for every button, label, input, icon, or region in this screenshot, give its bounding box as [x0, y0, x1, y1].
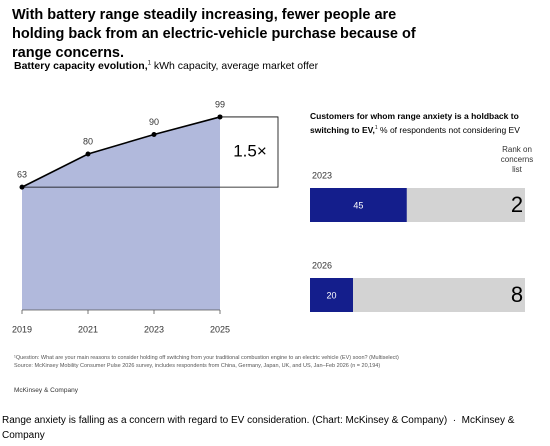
brand: McKinsey & Company: [14, 387, 78, 394]
point: [217, 114, 223, 120]
line: [21, 116, 221, 188]
value-label: 99: [215, 99, 225, 109]
chart-subtitle: kWh capacity, average market offer: [153, 60, 319, 72]
value-label: 63: [17, 170, 27, 180]
rank: 2: [511, 192, 523, 217]
chart-subtitle: % of respondents not considering EV: [380, 124, 520, 135]
rank: 8: [511, 282, 523, 307]
bar: [310, 188, 407, 222]
chart-title: Customers for whom range anxiety is a ho…: [310, 110, 550, 136]
x-tick-label: 2023: [144, 324, 164, 334]
caption: Range anxiety is falling as a concern wi…: [2, 415, 518, 441]
x-tick-label: 2019: [12, 324, 32, 334]
annotation: 1.5×: [233, 142, 267, 161]
value-label: 80: [83, 136, 93, 146]
point: [151, 132, 157, 137]
chart-title-main: Customers for whom range anxiety is a ho…: [310, 111, 519, 135]
source: Source: McKinsey Mobility Consumer Pulse…: [14, 363, 381, 369]
rank-header: Rank on concerns list: [500, 145, 534, 174]
note-mark: 1: [374, 125, 378, 131]
x-tick-label: 2025: [210, 324, 230, 334]
value-label: 45: [353, 200, 363, 210]
note-mark: 1: [147, 60, 151, 67]
point: [19, 184, 25, 190]
value-label: 90: [149, 117, 159, 127]
point: [85, 151, 91, 157]
annotation-bracket: [22, 116, 279, 188]
chart-title-main: Battery capacity evolution,: [14, 60, 148, 72]
area: [22, 116, 220, 310]
page-title: With battery range steadily increasing, …: [12, 7, 416, 61]
bar: [310, 278, 353, 312]
value-label: 20: [326, 290, 336, 300]
chart-title: Battery capacity evolution,1 kWh capacit…: [14, 60, 318, 72]
footnote-text: ¹Question: What are your main reasons to…: [14, 355, 399, 361]
category-label: 2023: [312, 170, 332, 180]
category-label: 2026: [312, 260, 332, 270]
footnote: ¹Question: What are your main reasons to…: [14, 354, 539, 370]
x-tick-label: 2021: [78, 324, 98, 334]
